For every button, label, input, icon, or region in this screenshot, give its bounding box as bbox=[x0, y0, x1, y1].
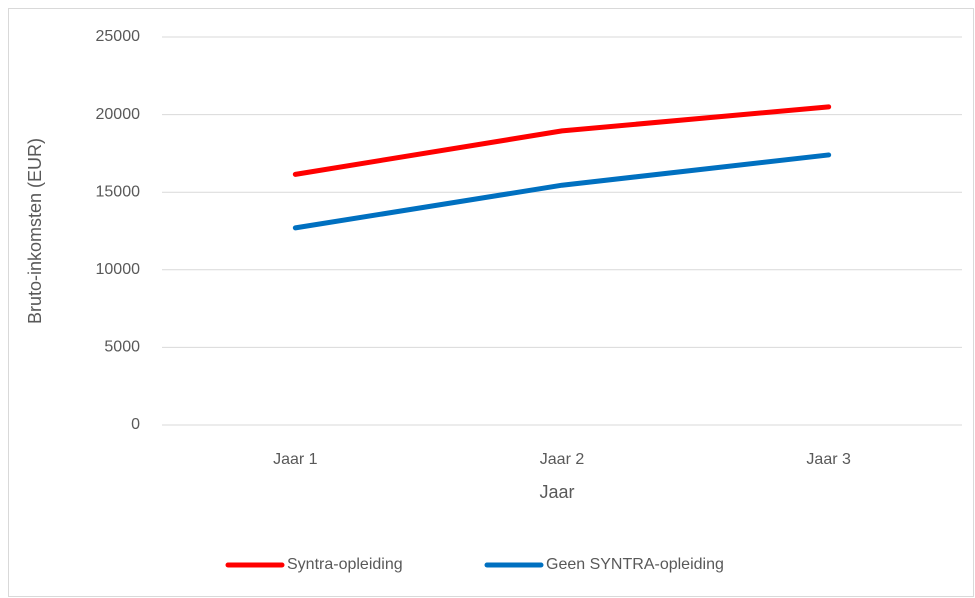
legend-label: Geen SYNTRA-opleiding bbox=[546, 556, 724, 573]
series-line bbox=[292, 104, 832, 177]
y-axis-title: Bruto-inkomsten (EUR) bbox=[25, 138, 45, 324]
y-tick-label: 5000 bbox=[104, 339, 140, 356]
y-tick-label: 15000 bbox=[96, 183, 141, 200]
series-line bbox=[292, 152, 832, 231]
y-tick-label: 20000 bbox=[96, 106, 141, 123]
legend-label: Syntra-opleiding bbox=[287, 556, 403, 573]
chart-frame bbox=[8, 8, 974, 597]
y-tick-label: 25000 bbox=[96, 28, 141, 45]
y-tick-label: 10000 bbox=[96, 261, 141, 278]
y-tick-label: 0 bbox=[131, 416, 140, 433]
x-tick-label: Jaar 2 bbox=[540, 451, 585, 468]
x-tick-label: Jaar 1 bbox=[273, 451, 318, 468]
x-tick-label: Jaar 3 bbox=[806, 451, 851, 468]
x-axis-title: Jaar bbox=[539, 482, 574, 502]
